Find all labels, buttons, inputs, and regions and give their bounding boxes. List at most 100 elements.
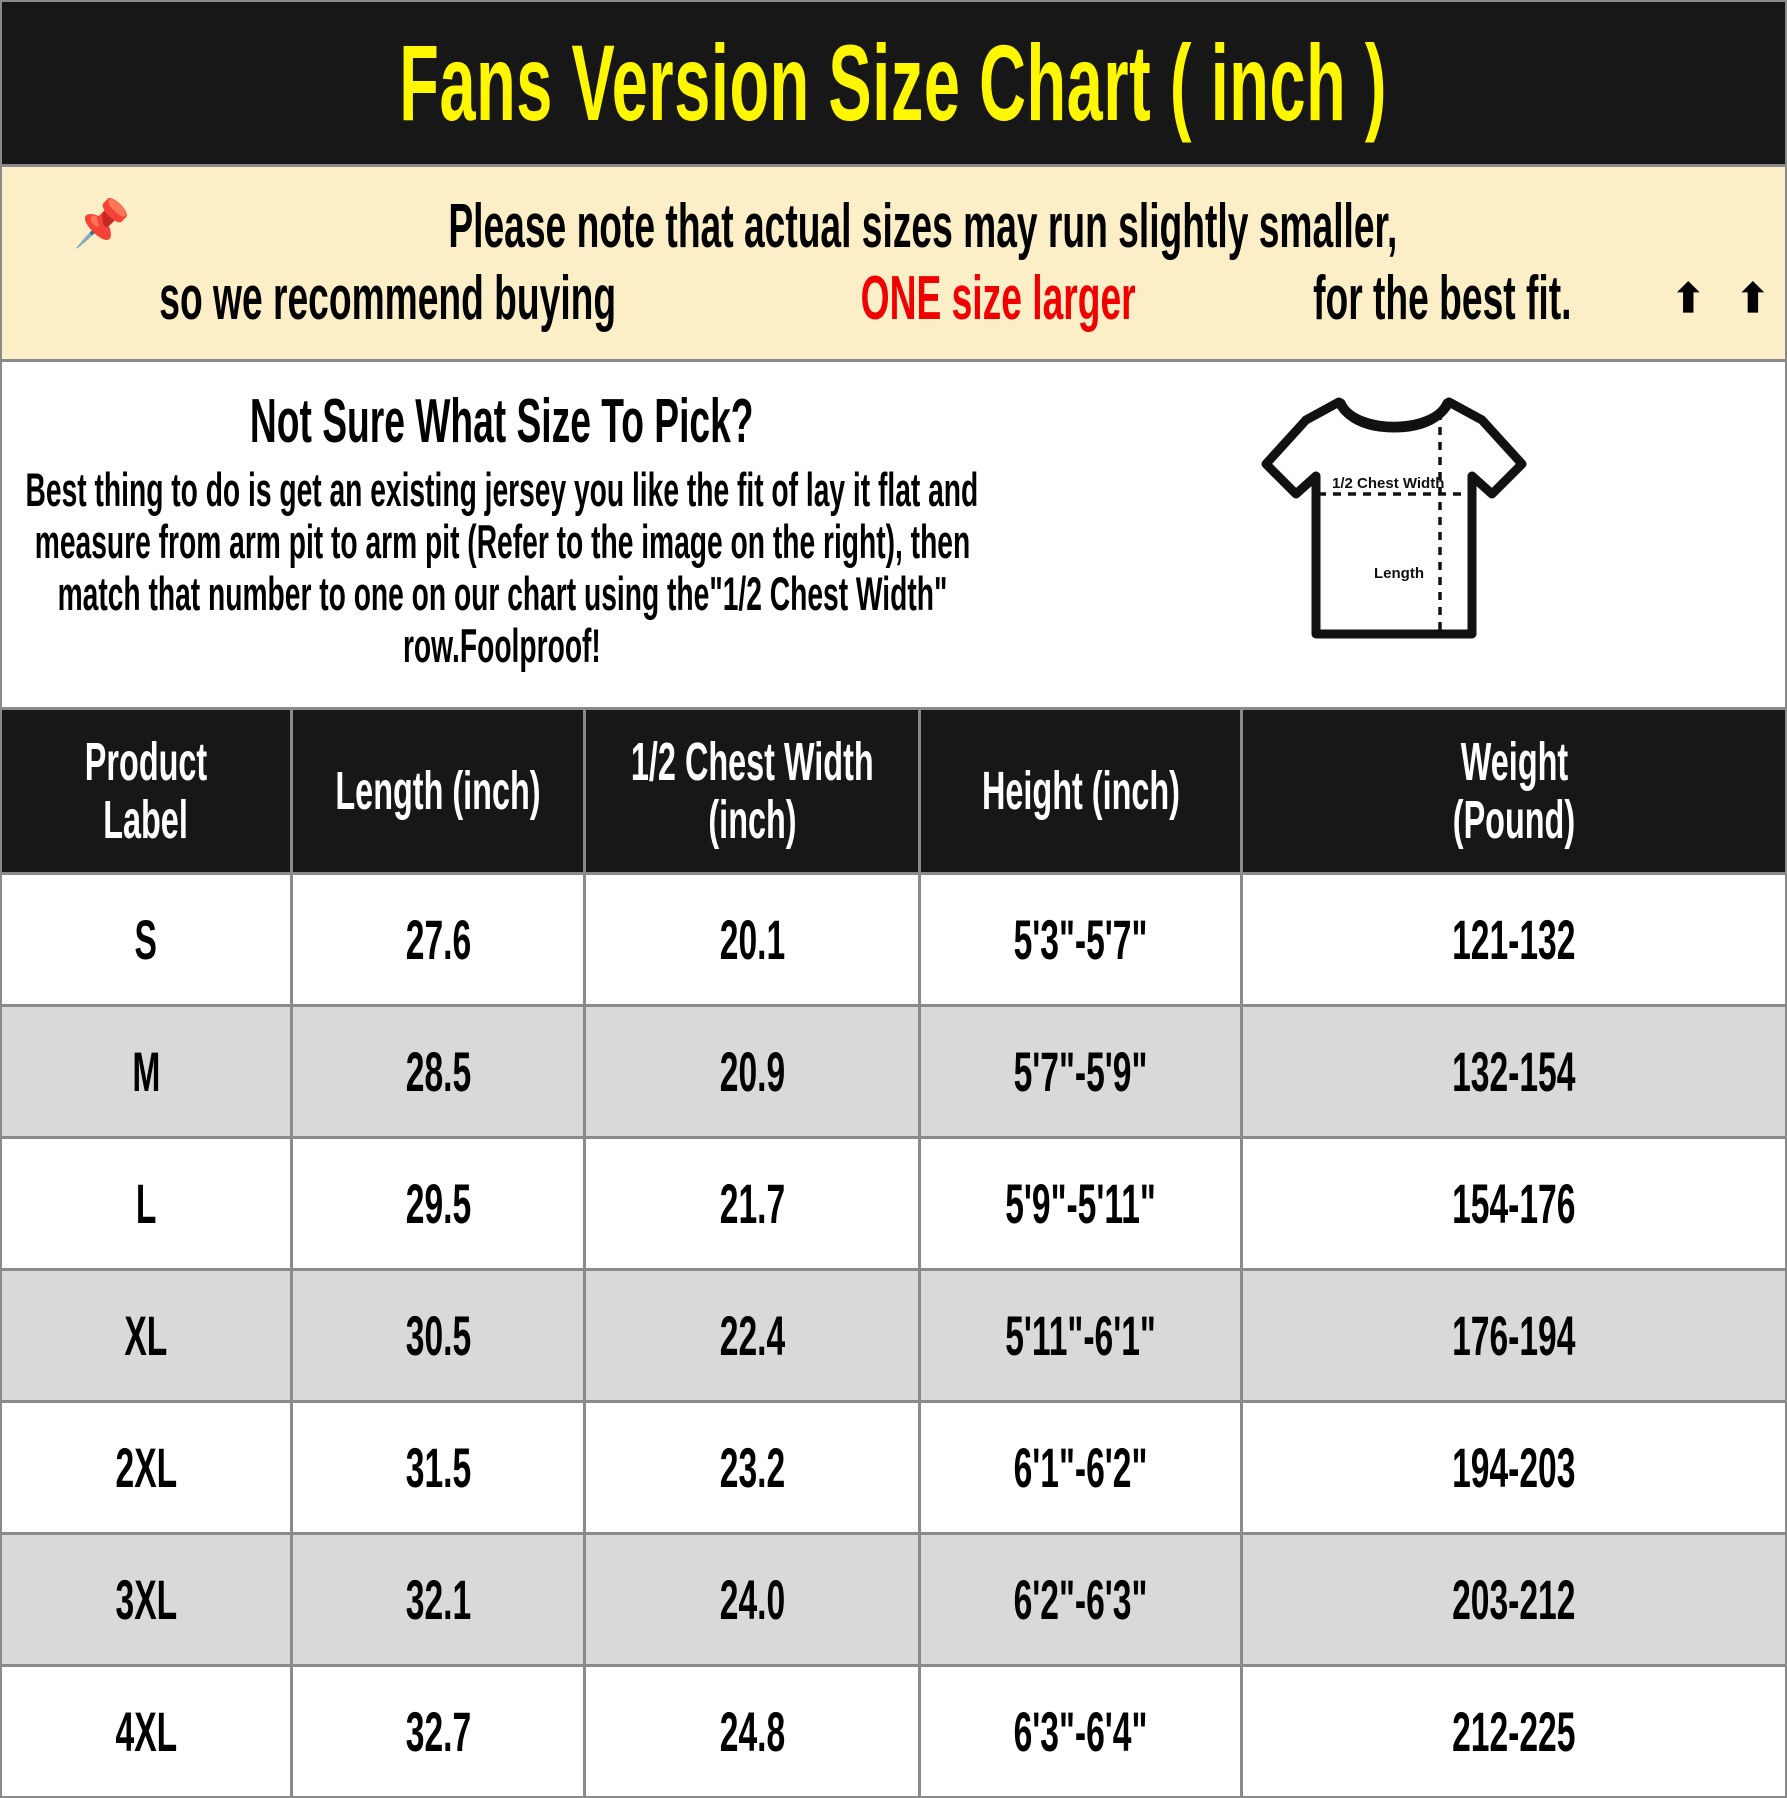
cell-value: 6'3"-6'4" (1013, 1699, 1148, 1763)
note-highlight: ONE size larger (860, 264, 1136, 333)
cell-value: 22.4 (719, 1303, 785, 1367)
cell-weight: 154-176 (1243, 1139, 1785, 1268)
col-header-line: Label (103, 790, 189, 850)
col-header-line: Product (84, 732, 208, 792)
table-row: 3XL 32.1 24.0 6'2"-6'3" 203-212 (2, 1535, 1785, 1664)
cell-value: 5'7"-5'9" (1013, 1039, 1148, 1103)
cell-value: 20.1 (719, 907, 785, 971)
table-header-row: Product Label Length (inch) 1/2 Chest Wi… (2, 710, 1785, 872)
cell-value: 132-154 (1452, 1039, 1576, 1103)
cell-value: 30.5 (405, 1303, 471, 1367)
guide-heading: Not Sure What Size To Pick? (250, 387, 754, 456)
col-header-line: Weight (1460, 732, 1568, 792)
cell-height: 5'11"-6'1" (921, 1271, 1240, 1400)
cell-size: L (2, 1139, 290, 1268)
cell-value: 5'9"-5'11" (1005, 1171, 1156, 1235)
cell-size: 3XL (2, 1535, 290, 1664)
cell-weight: 176-194 (1243, 1271, 1785, 1400)
table-row: M 28.5 20.9 5'7"-5'9" 132-154 (2, 1007, 1785, 1136)
note-line-1: 📌 Please note that actual sizes may run … (73, 191, 1714, 263)
page-title: Fans Version Size Chart ( inch ) (399, 22, 1388, 143)
cell-value: 20.9 (719, 1039, 785, 1103)
guide-text-block: Not Sure What Size To Pick? Best thing t… (2, 362, 1002, 707)
guide-line: row.Foolproof! (403, 619, 601, 672)
guide-line: measure from arm pit to arm pit (Refer t… (34, 515, 970, 568)
cell-value: 176-194 (1452, 1303, 1576, 1367)
note-line-2: so we recommend buying ONE size larger f… (7, 263, 1779, 335)
cell-height: 5'7"-5'9" (921, 1007, 1240, 1136)
cell-length: 30.5 (293, 1271, 583, 1400)
cell-size: S (2, 875, 290, 1004)
table-row: 2XL 31.5 23.2 6'1"-6'2" 194-203 (2, 1403, 1785, 1532)
length-label: Length (1374, 565, 1424, 582)
guide-line: Best thing to do is get an existing jers… (25, 463, 979, 516)
cell-length: 28.5 (293, 1007, 583, 1136)
cell-value: 212-225 (1452, 1699, 1576, 1763)
cell-length: 27.6 (293, 875, 583, 1004)
col-header-length: Length (inch) (293, 710, 583, 872)
cell-value: 6'2"-6'3" (1013, 1567, 1148, 1631)
cell-value: 3XL (115, 1567, 177, 1631)
cell-value: S (134, 907, 158, 971)
tshirt-collar (1336, 398, 1451, 431)
cell-value: 27.6 (405, 907, 471, 971)
table-row: S 27.6 20.1 5'3"-5'7" 121-132 (2, 875, 1785, 1004)
cell-value: 24.0 (719, 1567, 785, 1631)
cell-value: 2XL (115, 1435, 177, 1499)
cell-value: 23.2 (719, 1435, 785, 1499)
note-text-2a: so we recommend buying (159, 264, 617, 333)
cell-length: 31.5 (293, 1403, 583, 1532)
cell-value: 5'3"-5'7" (1013, 907, 1148, 971)
cell-half-chest: 24.8 (586, 1667, 918, 1796)
cell-value: 203-212 (1452, 1567, 1576, 1631)
cell-value: 32.7 (405, 1699, 471, 1763)
cell-half-chest: 22.4 (586, 1271, 918, 1400)
cell-value: 121-132 (1452, 907, 1576, 971)
cell-size: 4XL (2, 1667, 290, 1796)
pushpin-icon: 📌 (73, 196, 131, 249)
cell-height: 5'3"-5'7" (921, 875, 1240, 1004)
cell-value: 31.5 (405, 1435, 471, 1499)
cell-weight: 121-132 (1243, 875, 1785, 1004)
cell-half-chest: 20.9 (586, 1007, 918, 1136)
tshirt-body (1261, 397, 1526, 639)
cell-half-chest: 21.7 (586, 1139, 918, 1268)
tshirt-diagram: 1/2 Chest Width Length (1002, 362, 1785, 707)
col-header-half-chest-width: 1/2 Chest Width (inch) (586, 710, 918, 872)
tshirt-measurement-icon: 1/2 Chest Width Length (1261, 397, 1526, 639)
table-row: L 29.5 21.7 5'9"-5'11" 154-176 (2, 1139, 1785, 1268)
cell-height: 6'2"-6'3" (921, 1535, 1240, 1664)
col-header-line: (Pound) (1452, 790, 1576, 850)
cell-weight: 203-212 (1243, 1535, 1785, 1664)
guide-paragraph: Best thing to do is get an existing jers… (2, 464, 1002, 672)
note-text-1: Please note that actual sizes may run sl… (448, 192, 1398, 261)
cell-size: M (2, 1007, 290, 1136)
cell-length: 32.1 (293, 1535, 583, 1664)
cell-length: 32.7 (293, 1667, 583, 1796)
cell-half-chest: 20.1 (586, 875, 918, 1004)
size-table: Product Label Length (inch) 1/2 Chest Wi… (2, 710, 1785, 1796)
cell-weight: 132-154 (1243, 1007, 1785, 1136)
cell-value: M (132, 1039, 160, 1103)
cell-value: 5'11"-6'1" (1005, 1303, 1156, 1367)
cell-length: 29.5 (293, 1139, 583, 1268)
cell-half-chest: 23.2 (586, 1403, 918, 1532)
note-text-2b: for the best fit. (1313, 264, 1572, 333)
cell-value: 32.1 (405, 1567, 471, 1631)
col-header-line: Length (inch) (335, 761, 541, 821)
cell-weight: 194-203 (1243, 1403, 1785, 1532)
col-header-line: 1/2 Chest Width (630, 732, 874, 792)
col-header-product-label: Product Label (2, 710, 290, 872)
cell-value: XL (124, 1303, 168, 1367)
cell-value: 154-176 (1452, 1171, 1576, 1235)
cell-value: 29.5 (405, 1171, 471, 1235)
col-header-height: Height (inch) (921, 710, 1240, 872)
cell-weight: 212-225 (1243, 1667, 1785, 1796)
cell-value: L (135, 1171, 157, 1235)
cell-height: 6'3"-6'4" (921, 1667, 1240, 1796)
cell-value: 28.5 (405, 1039, 471, 1103)
guide-line: match that number to one on our chart us… (57, 567, 947, 620)
cell-value: 24.8 (719, 1699, 785, 1763)
cell-value: 21.7 (719, 1171, 785, 1235)
